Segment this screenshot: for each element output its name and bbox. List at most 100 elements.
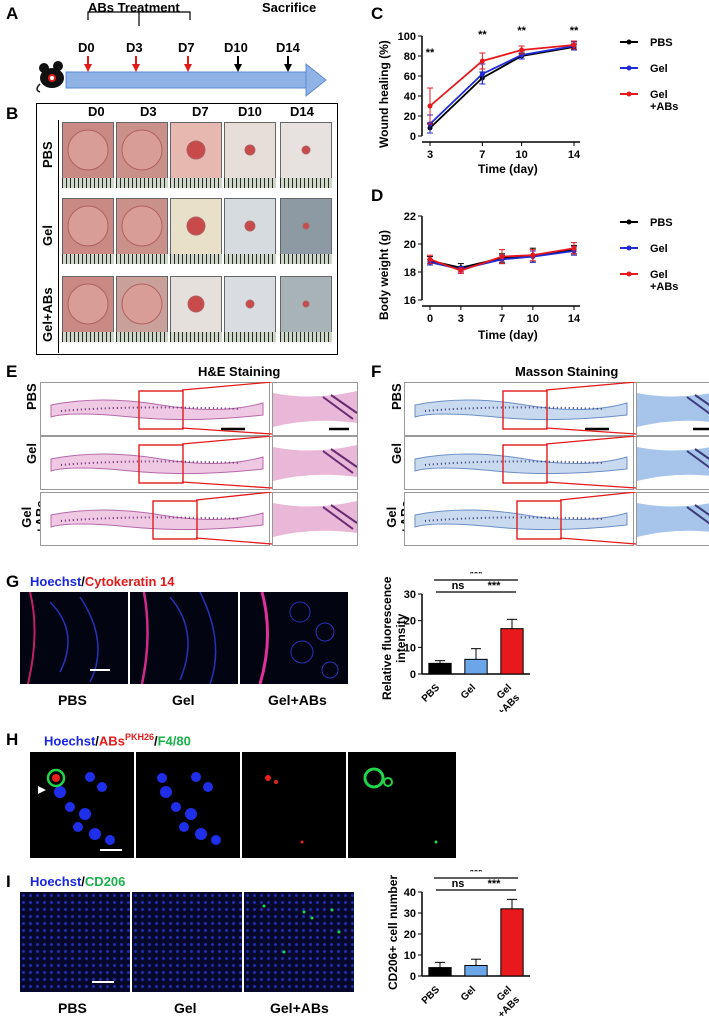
- panel-h-stain-legend: Hoechst/ABsPKH26/F4/80: [44, 732, 191, 748]
- wound-spot: [121, 129, 163, 171]
- y-tick-label: 0: [410, 669, 416, 681]
- column-label: D14: [290, 104, 314, 119]
- row-label: Gel+ABs: [40, 287, 55, 342]
- chart-g-ylabel: Relative fluorescence intensity: [380, 576, 408, 700]
- wound-spot: [67, 129, 109, 171]
- legend-label: +ABs: [650, 281, 678, 293]
- stain-cd206: CD206: [84, 874, 126, 889]
- wound-spot: [67, 205, 109, 247]
- legend-marker: [626, 245, 632, 251]
- tissue-zoom: [636, 492, 709, 546]
- significance-label: ns: [452, 878, 465, 890]
- y-tick-label: 40: [404, 887, 416, 899]
- day-label: D10: [224, 40, 248, 55]
- y-tick-label: 10: [404, 642, 416, 654]
- wound-spot: [302, 300, 310, 308]
- confocal-f480: [348, 752, 456, 858]
- wound-photo: [116, 198, 168, 264]
- y-tick-label: 18: [404, 267, 416, 279]
- legend-label: Gel: [650, 63, 668, 75]
- day-label: D7: [178, 40, 195, 55]
- ruler: [62, 332, 114, 342]
- tissue-section: [40, 436, 270, 490]
- timeline-diagram: [36, 11, 327, 98]
- ruler: [116, 332, 168, 342]
- data-point: [530, 252, 536, 258]
- x-tick-label: 7: [499, 313, 505, 325]
- day-label: D14: [276, 40, 300, 55]
- significance-annotation: **: [478, 29, 487, 41]
- tissue-section: [404, 492, 634, 546]
- row-label-column: [36, 120, 59, 353]
- stain-sep: /: [153, 733, 158, 749]
- panel-f-title: Masson Staining: [515, 364, 619, 379]
- bar: [500, 628, 524, 675]
- x-tick-label: 10: [527, 313, 539, 325]
- significance-label: ***: [488, 580, 502, 592]
- row-label: PBS: [40, 141, 55, 168]
- category-label: PBS: [420, 984, 443, 1007]
- y-tick-label: 0: [410, 971, 416, 983]
- zoom-connector: [182, 436, 273, 489]
- legend-label: +ABs: [650, 101, 678, 113]
- ruler: [116, 178, 168, 188]
- image-label: Gel+ABs: [268, 692, 327, 708]
- zoom-connector: [546, 436, 637, 489]
- wound-photo: [170, 122, 222, 188]
- legend-label: Gel: [650, 269, 668, 281]
- wound-photo: [116, 276, 168, 342]
- wound-spot: [301, 145, 311, 155]
- significance-annotation: **: [570, 25, 579, 37]
- row-label: Gel: [24, 443, 39, 464]
- wound-photo-grid: [36, 103, 338, 355]
- tissue-section: [404, 436, 634, 490]
- data-point: [499, 254, 505, 260]
- stain-sep: /: [81, 574, 85, 589]
- legend-marker: [626, 271, 632, 277]
- day-arrows: [84, 56, 292, 72]
- chart-d-ylabel: Body weight (g): [377, 230, 391, 320]
- ruler: [170, 254, 222, 264]
- wound-spot: [186, 216, 206, 236]
- y-tick-label: 30: [404, 908, 416, 920]
- significance-label: ns: [452, 580, 465, 592]
- category-label: Gel: [459, 984, 478, 1003]
- wound-spot: [121, 205, 163, 247]
- column-label: D3: [140, 104, 157, 119]
- row-label: PBS: [24, 383, 39, 410]
- fluorescence-image-pbs: [20, 592, 128, 684]
- chart-i-ylabel: CD206+ cell number: [386, 874, 400, 990]
- chart-d-xlabel: Time (day): [478, 328, 538, 342]
- chart-c-ylabel: Wound healing (%): [377, 40, 391, 148]
- confocal-merge: [30, 752, 134, 858]
- panel-letter-e: E: [6, 362, 18, 381]
- stain-hoechst: Hoechst: [44, 733, 96, 749]
- panel-letter-i: I: [6, 872, 11, 891]
- wound-photo: [116, 122, 168, 188]
- data-point: [571, 42, 577, 48]
- ruler: [116, 254, 168, 264]
- wound-spot: [244, 220, 256, 232]
- image-label: Gel+ABs: [270, 1000, 329, 1016]
- bar: [464, 658, 488, 675]
- day-label: D3: [126, 40, 143, 55]
- ruler: [170, 178, 222, 188]
- category-label: PBS: [420, 682, 443, 705]
- bar: [428, 662, 452, 675]
- wound-spot: [244, 144, 256, 156]
- stain-sep: /: [81, 874, 85, 889]
- data-point: [571, 245, 577, 251]
- image-label: Gel: [172, 692, 195, 708]
- day-label: D0: [78, 40, 95, 55]
- ruler: [62, 178, 114, 188]
- zoom-connector: [196, 492, 273, 545]
- data-point: [427, 103, 433, 109]
- y-tick-label: 22: [404, 211, 416, 223]
- ruler: [280, 178, 332, 188]
- panel-letter-a: A: [6, 4, 19, 23]
- panel-letter-b: B: [6, 104, 19, 123]
- row-label: Gel: [389, 443, 404, 464]
- bar: [428, 967, 452, 977]
- wound-spot: [186, 140, 206, 160]
